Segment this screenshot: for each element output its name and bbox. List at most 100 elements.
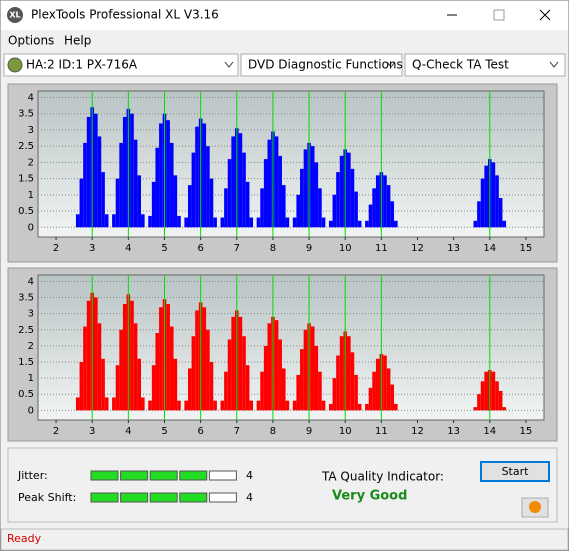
bar — [75, 214, 80, 228]
jitter-value: 4 — [246, 469, 253, 482]
bar — [383, 175, 387, 228]
bar — [303, 149, 308, 228]
bar — [159, 123, 163, 228]
app-icon — [7, 7, 23, 23]
bar — [130, 113, 134, 228]
function-combo[interactable] — [240, 53, 403, 77]
bar — [256, 217, 261, 228]
bar — [94, 113, 98, 228]
bar — [169, 142, 174, 228]
bar — [141, 397, 145, 411]
maximize-button[interactable] — [493, 9, 505, 21]
bar — [321, 217, 326, 228]
bar — [318, 371, 322, 411]
bar — [133, 323, 138, 411]
y-tick-label: 2 — [28, 157, 34, 168]
bar — [480, 381, 485, 411]
bar — [112, 397, 116, 411]
bar — [206, 146, 210, 228]
bar — [328, 403, 333, 411]
test-combo[interactable] — [404, 53, 566, 77]
bar — [314, 345, 319, 411]
y-tick-label: 2.5 — [18, 141, 34, 152]
bar — [278, 339, 282, 411]
bar — [354, 191, 358, 228]
bar — [75, 397, 80, 411]
bar — [206, 329, 210, 411]
bar — [498, 391, 503, 411]
bar — [267, 323, 272, 411]
bar — [390, 201, 395, 228]
bar — [119, 329, 123, 411]
bar — [79, 362, 84, 411]
y-tick-label: 1 — [28, 373, 34, 384]
bar — [383, 355, 387, 411]
x-tick-label: 11 — [375, 426, 388, 437]
y-tick-label: 0.5 — [18, 206, 34, 217]
bar — [332, 194, 337, 228]
bar — [245, 181, 250, 228]
y-tick-label: 0.5 — [18, 389, 34, 400]
bar — [227, 159, 232, 228]
x-tick-label: 3 — [89, 243, 95, 254]
menu-item[interactable]: Help — [64, 34, 91, 48]
x-tick-label: 15 — [520, 243, 533, 254]
x-tick-label: 13 — [447, 243, 460, 254]
window-title: PlexTools Professional XL V3.16 — [31, 8, 219, 22]
bar — [159, 307, 163, 411]
menu-item[interactable]: Options — [8, 34, 54, 48]
bar — [263, 159, 268, 228]
bar — [115, 365, 120, 411]
test-text: Q-Check TA Test — [412, 58, 509, 72]
bar — [473, 407, 478, 411]
bar — [227, 339, 232, 411]
bar — [339, 155, 344, 228]
x-tick-label: 5 — [161, 243, 167, 254]
bar — [184, 400, 188, 411]
bar — [169, 326, 174, 411]
bar — [166, 120, 170, 228]
ta-value: Very Good — [332, 489, 407, 504]
bar — [220, 400, 225, 411]
close-button[interactable] — [539, 9, 551, 21]
status-text: Ready — [7, 532, 42, 545]
combo-arrow — [549, 61, 559, 68]
bar — [209, 178, 214, 228]
meter-segment — [149, 470, 178, 481]
results-panel — [7, 447, 558, 523]
bar — [122, 304, 127, 411]
bar — [195, 310, 199, 411]
start-button[interactable] — [480, 461, 550, 482]
x-tick-label: 2 — [53, 426, 59, 437]
bar — [365, 220, 369, 228]
bar — [242, 152, 246, 228]
bar — [491, 162, 496, 228]
meter-segment — [208, 492, 237, 503]
bar — [477, 394, 481, 411]
bar — [256, 400, 261, 411]
x-tick-label: 7 — [234, 426, 240, 437]
bar — [296, 194, 301, 228]
bar — [112, 214, 116, 228]
bar — [477, 201, 481, 228]
x-tick-label: 5 — [161, 426, 167, 437]
bar — [245, 365, 250, 411]
bar — [177, 400, 181, 411]
y-tick-label: 3 — [28, 309, 34, 320]
meter-segment — [179, 492, 208, 503]
bar — [249, 217, 254, 228]
x-tick-label: 13 — [447, 426, 460, 437]
bar — [148, 215, 152, 228]
bar — [285, 217, 290, 228]
bar — [94, 297, 98, 411]
y-tick-label: 4 — [28, 276, 34, 287]
bar — [347, 336, 351, 411]
x-tick-label: 10 — [339, 426, 352, 437]
bar — [321, 400, 326, 411]
bar — [242, 336, 246, 411]
meter-segment — [90, 492, 119, 503]
bar — [151, 365, 156, 411]
drive-combo[interactable] — [3, 53, 239, 77]
drive-text: HA:2 ID:1 PX-716A — [26, 58, 138, 72]
